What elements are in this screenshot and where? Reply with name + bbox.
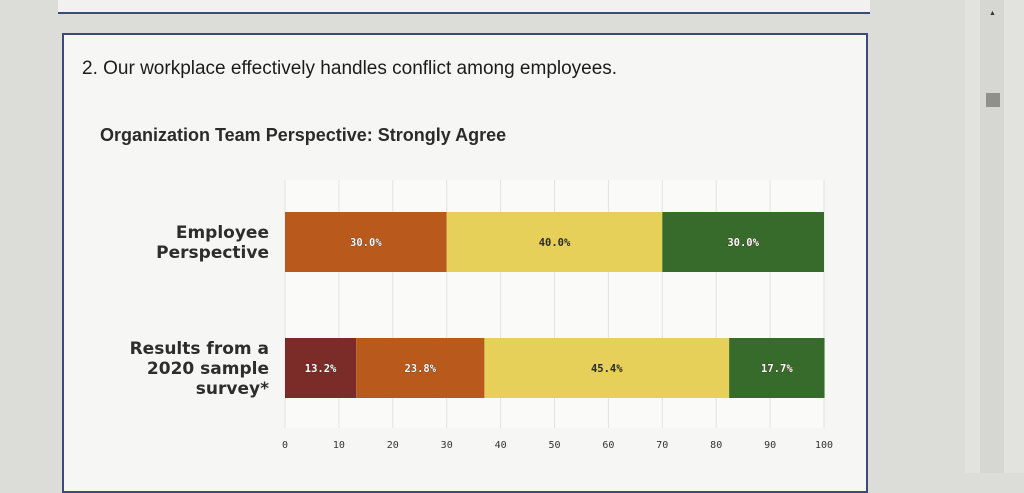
bar-segment-0-0 bbox=[285, 212, 447, 272]
x-tick-label-8: 80 bbox=[710, 440, 722, 451]
bar-value-label-0-0: 30.0% bbox=[350, 237, 382, 249]
scrollbar-thumb[interactable] bbox=[986, 93, 1000, 107]
bar-segment-0-1 bbox=[446, 212, 663, 272]
bar-segment-1-0 bbox=[285, 338, 357, 398]
category-label-line: Employee bbox=[176, 223, 269, 243]
x-tick-label-3: 30 bbox=[441, 440, 453, 451]
x-tick-label-0: 0 bbox=[282, 440, 288, 451]
category-label-line: Results from a bbox=[130, 339, 269, 359]
bar-value-label-0-2: 30.0% bbox=[727, 237, 759, 249]
x-tick-label-4: 40 bbox=[495, 440, 507, 451]
bar-value-label-1-1: 23.8% bbox=[404, 363, 436, 375]
x-tick-label-10: 100 bbox=[815, 440, 833, 451]
category-label-1: Results from a 2020 sample survey* bbox=[130, 339, 270, 399]
category-label-line: 2020 sample bbox=[147, 359, 269, 379]
bar-segment-0-2 bbox=[662, 212, 824, 272]
x-tick-label-6: 60 bbox=[602, 440, 614, 451]
bar-value-label-1-3: 17.7% bbox=[761, 363, 793, 375]
scrollbar[interactable] bbox=[980, 0, 1004, 473]
category-label-line: survey* bbox=[196, 379, 269, 399]
scroll-up-arrow-icon[interactable]: ▲ bbox=[989, 10, 996, 17]
top-panel-edge bbox=[58, 0, 870, 14]
bar-segment-1-2 bbox=[484, 338, 730, 398]
question-text: 2. Our workplace effectively handles con… bbox=[82, 58, 618, 79]
bar-segment-1-1 bbox=[356, 338, 485, 398]
x-tick-label-9: 90 bbox=[764, 440, 776, 451]
x-tick-label-7: 70 bbox=[656, 440, 668, 451]
bar-value-label-1-2: 45.4% bbox=[591, 363, 623, 375]
category-label-0: Employee Perspective bbox=[156, 223, 269, 263]
x-tick-label-1: 10 bbox=[333, 440, 345, 451]
category-label-line: Perspective bbox=[156, 243, 269, 263]
x-tick-label-2: 20 bbox=[387, 440, 399, 451]
bar-value-label-0-1: 40.0% bbox=[539, 237, 571, 249]
chart-subtitle: Organization Team Perspective: Strongly … bbox=[100, 125, 507, 145]
bar-value-label-1-0: 13.2% bbox=[305, 363, 337, 375]
x-tick-label-5: 50 bbox=[548, 440, 560, 451]
stacked-bar-chart: 30.0% 40.0% 30.0% Employee Perspective 13.2% 2… bbox=[130, 180, 833, 451]
bar-segment-1-3 bbox=[729, 338, 825, 398]
